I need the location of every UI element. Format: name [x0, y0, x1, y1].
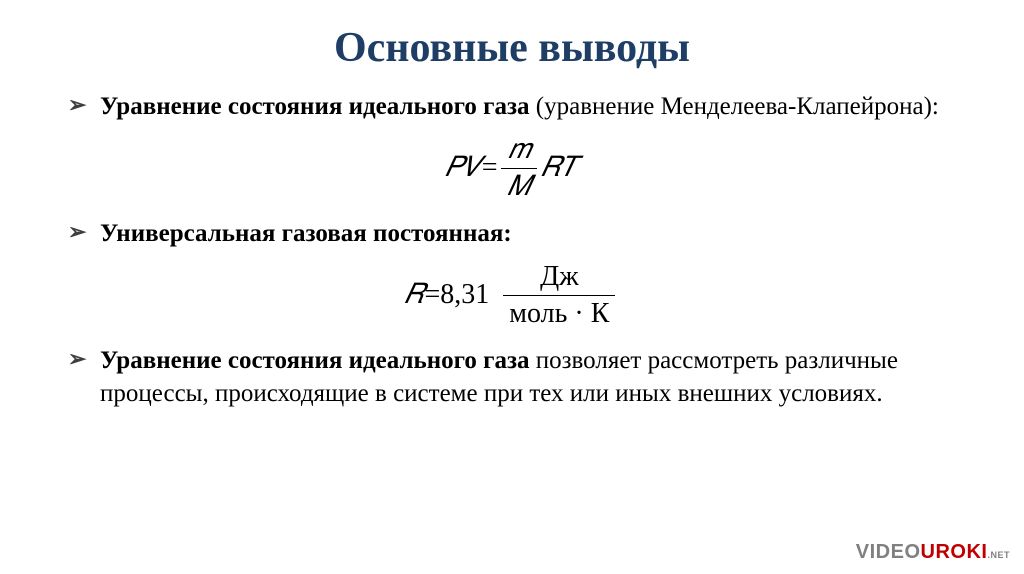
- bullet-text: Уравнение состояния идеального газа позв…: [100, 347, 898, 408]
- bullet-marker-icon: ➢: [68, 217, 86, 247]
- eq-sign: =: [482, 152, 498, 184]
- bullet-bold: Уравнение состояния идеального газа: [100, 93, 530, 120]
- watermark: VIDEOUROKI.NET: [856, 541, 1010, 564]
- fraction: Дж моль · К: [503, 261, 615, 330]
- fraction: 𝑚 𝑀: [501, 134, 537, 203]
- bullet-text: Уравнение состояния идеального газа (ура…: [100, 93, 939, 120]
- bullet-rest: (уравнение Менделеева-Клапейрона):: [530, 93, 939, 120]
- bullet-bold: Универсальная газовая постоянная:: [100, 220, 512, 247]
- eq-value: 8,31: [440, 279, 489, 311]
- list-item: ➢ Уравнение состояния идеального газа по…: [60, 344, 964, 412]
- bullet-text: Универсальная газовая постоянная:: [100, 220, 512, 247]
- bullet-bold: Уравнение состояния идеального газа: [100, 347, 530, 374]
- equation-gas-constant: 𝑅 = 8,31 Дж моль · К: [60, 261, 964, 330]
- list-item: ➢ Уравнение состояния идеального газа (у…: [60, 90, 964, 124]
- watermark-part-b: UROKI: [921, 541, 988, 563]
- watermark-part-net: .NET: [987, 550, 1010, 560]
- slide-title: Основные выводы: [60, 24, 964, 72]
- slide: Основные выводы ➢ Уравнение состояния ид…: [0, 0, 1024, 574]
- watermark-part-a: VIDEO: [856, 541, 921, 563]
- eq-sign: =: [424, 279, 440, 311]
- eq-lhs: 𝑃𝑉: [445, 152, 481, 184]
- fraction-denominator: 𝑀: [501, 168, 537, 203]
- bullet-marker-icon: ➢: [68, 90, 86, 120]
- fraction-numerator: Дж: [534, 261, 584, 295]
- fraction-denominator: моль · К: [503, 295, 615, 330]
- fraction-numerator: 𝑚: [502, 134, 537, 168]
- eq-lhs: 𝑅: [405, 279, 425, 311]
- eq-rhs: 𝑅𝑇: [541, 152, 579, 184]
- bullet-list: ➢ Уравнение состояния идеального газа (у…: [60, 90, 964, 411]
- bullet-marker-icon: ➢: [68, 344, 86, 374]
- list-item: ➢ Универсальная газовая постоянная:: [60, 217, 964, 251]
- equation-ideal-gas: 𝑃𝑉 = 𝑚 𝑀 𝑅𝑇: [60, 134, 964, 203]
